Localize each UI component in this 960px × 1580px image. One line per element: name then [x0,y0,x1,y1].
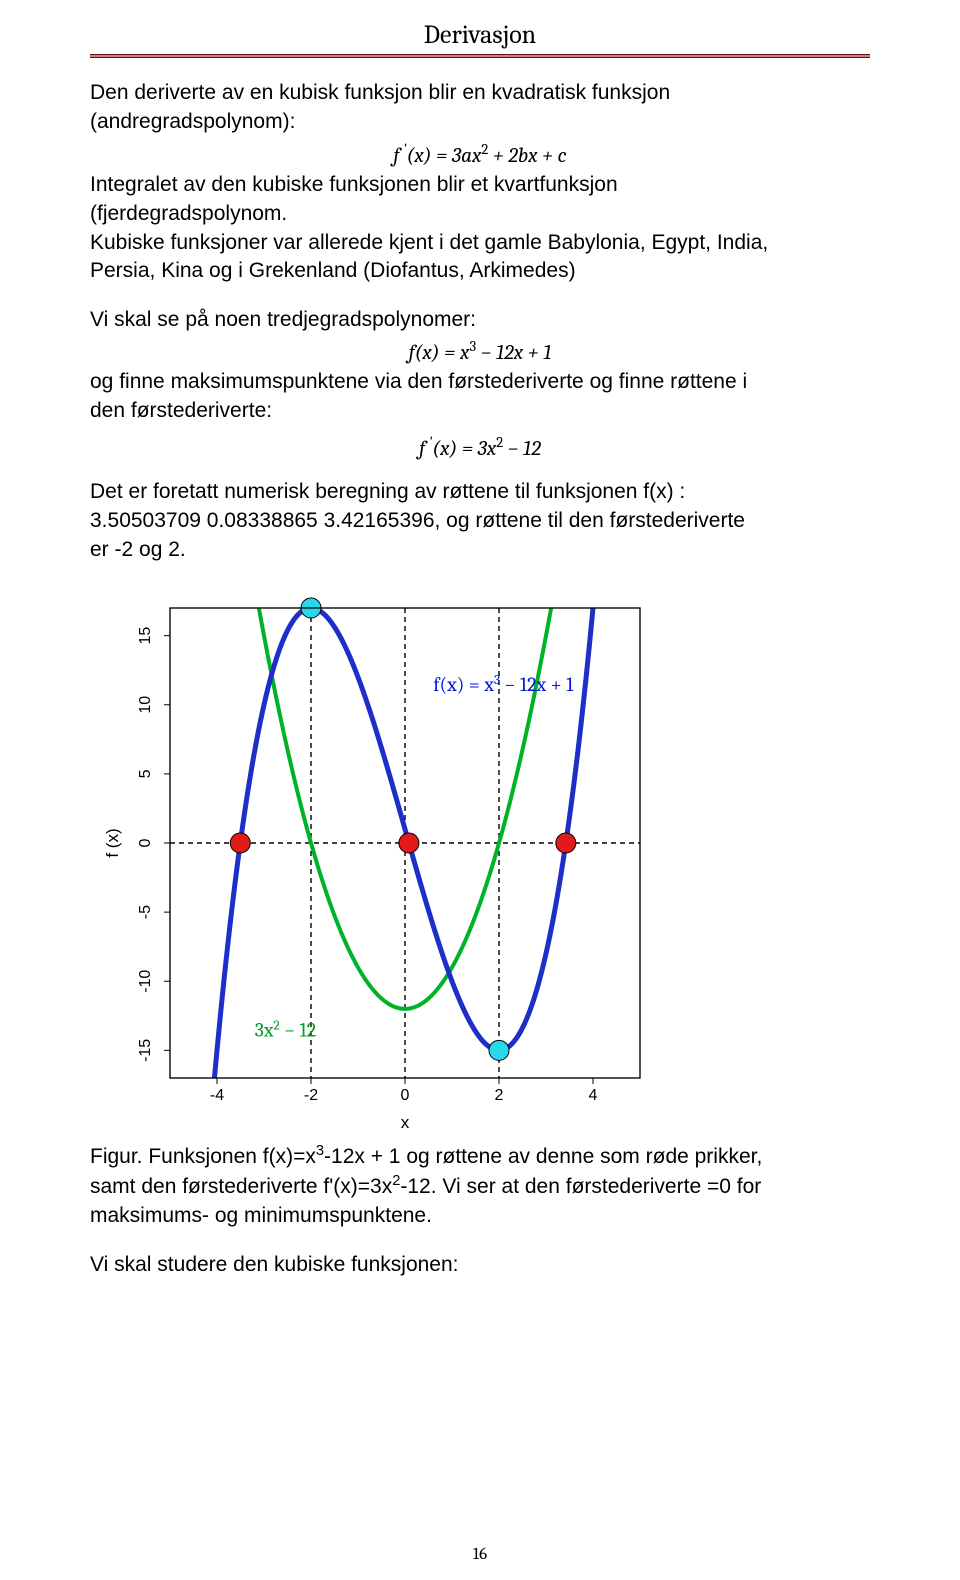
figure-caption-a: Figur. Funksjonen f(x)=x3-12x + 1 og røt… [90,1142,870,1171]
para-3b: Persia, Kina og i Grekenland (Diofantus,… [90,258,870,285]
chart-container: -4 -2 0 2 4 -15 -10 -5 0 5 10 15 x f (x) f(x) = x3 − 1… [90,588,870,1138]
equation-1: f '(x) = 3ax2 + 2bx + c [90,140,870,168]
svg-text:-5: -5 [137,904,154,918]
svg-text:15: 15 [137,626,154,644]
svg-text:5: 5 [137,769,154,778]
para-3a: Kubiske funksjoner var allerede kjent i … [90,230,870,257]
svg-text:x: x [401,1113,410,1132]
header-rule [90,54,870,58]
para-6c: er -2 og 2. [90,537,870,564]
para-1a: Den deriverte av en kubisk funksjon blir… [90,80,870,107]
svg-text:10: 10 [137,695,154,713]
para-6a: Det er foretatt numerisk beregning av rø… [90,479,870,506]
svg-text:0: 0 [137,838,154,847]
para-4: Vi skal se på noen tredjegradspolynomer: [90,307,870,334]
para-2b: (fjerdegradspolynom. [90,201,870,228]
figure-caption-b: samt den førstederiverte f'(x)=3x2-12. V… [90,1172,870,1201]
svg-text:4: 4 [589,1087,598,1104]
svg-text:3x2 − 12: 3x2 − 12 [255,1018,317,1042]
svg-text:-4: -4 [210,1087,224,1104]
svg-text:-10: -10 [137,969,154,992]
svg-text:-2: -2 [304,1087,318,1104]
svg-text:f(x) = x3 − 12x + 1: f(x) = x3 − 12x + 1 [433,672,574,696]
svg-text:0: 0 [401,1087,410,1104]
svg-text:f (x): f (x) [103,828,122,857]
equation-3: f '(x) = 3x2 − 12 [90,433,870,461]
para-6b: 3.50503709 0.08338865 3.42165396, og røt… [90,508,870,535]
figure-caption-c: maksimums- og minimumspunktene. [90,1203,870,1230]
equation-2: f(x) = x3 − 12x + 1 [90,338,870,365]
para-2a: Integralet av den kubiske funksjonen bli… [90,172,870,199]
cubic-function-chart: -4 -2 0 2 4 -15 -10 -5 0 5 10 15 x f (x) f(x) = x3 − 1… [90,588,670,1138]
page-title: Derivasjon [90,20,870,54]
page-number: 16 [0,1545,960,1564]
para-5b: den førstederiverte: [90,398,870,425]
para-8: Vi skal studere den kubiske funksjonen: [90,1252,870,1279]
para-1b: (andregradspolynom): [90,109,870,136]
svg-text:-15: -15 [137,1038,154,1061]
svg-text:2: 2 [495,1087,504,1104]
para-5a: og finne maksimumspunktene via den først… [90,369,870,396]
